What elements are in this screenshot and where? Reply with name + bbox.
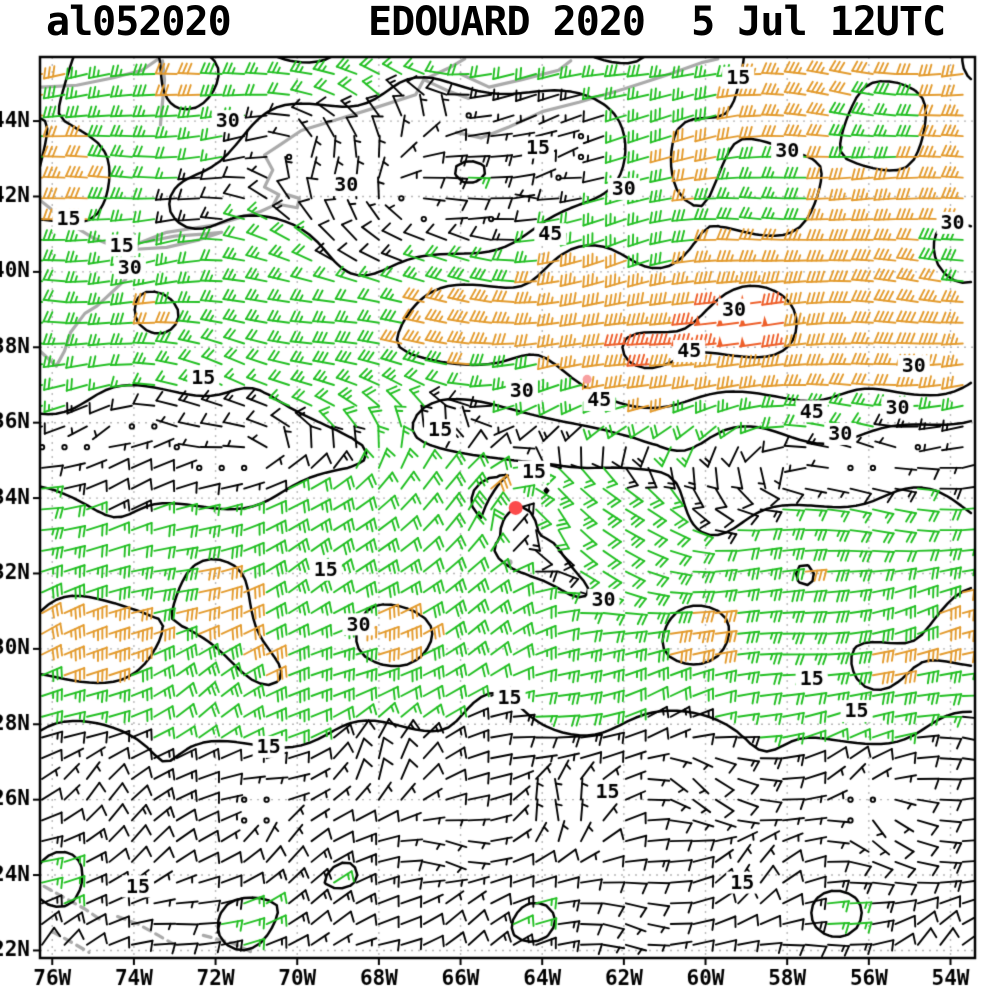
wind-barb-map-canvas — [0, 0, 987, 989]
wind-barb-chart-page: al052020 EDOUARD 2020 5 Jul 12UTC — [0, 0, 987, 989]
